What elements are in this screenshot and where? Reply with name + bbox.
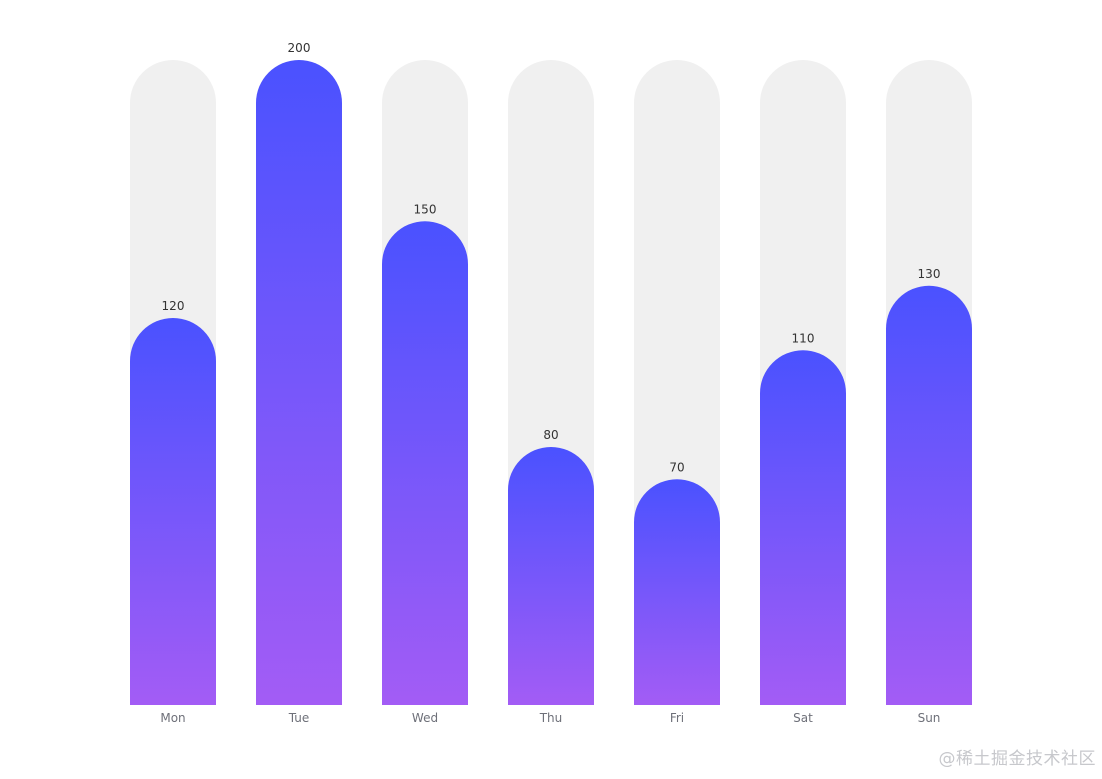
data-label-tue: 200 <box>288 41 311 55</box>
bar-sun[interactable] <box>886 286 972 705</box>
data-label-fri: 70 <box>669 460 684 474</box>
data-label-wed: 150 <box>414 202 437 216</box>
bar-tue[interactable] <box>256 60 342 705</box>
x-tick-label-fri: Fri <box>670 711 684 725</box>
x-tick-label-sun: Sun <box>918 711 941 725</box>
bar-wed[interactable] <box>382 221 468 705</box>
data-label-sat: 110 <box>792 331 815 345</box>
x-tick-label-tue: Tue <box>288 711 310 725</box>
data-label-thu: 80 <box>543 428 558 442</box>
data-label-sun: 130 <box>918 267 941 281</box>
watermark-text: @稀土掘金技术社区 <box>939 744 1097 769</box>
x-tick-label-wed: Wed <box>412 711 438 725</box>
data-label-mon: 120 <box>162 299 185 313</box>
bar-mon[interactable] <box>130 318 216 705</box>
x-tick-label-mon: Mon <box>160 711 185 725</box>
bar-sat[interactable] <box>760 350 846 705</box>
x-tick-label-sat: Sat <box>793 711 813 725</box>
bar-thu[interactable] <box>508 447 594 705</box>
x-tick-label-thu: Thu <box>539 711 563 725</box>
bar-fri[interactable] <box>634 479 720 705</box>
x-axis-tick-labels: Mon Tue Wed Thu Fri Sat Sun <box>160 711 940 725</box>
